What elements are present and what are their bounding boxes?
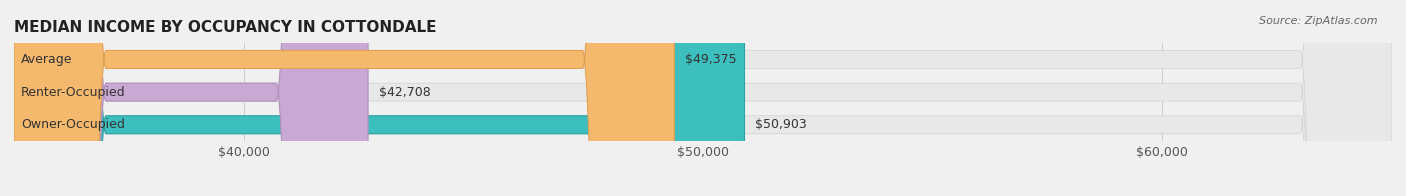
FancyBboxPatch shape [14, 0, 744, 196]
Text: $50,903: $50,903 [755, 118, 807, 131]
Text: $42,708: $42,708 [380, 86, 430, 99]
FancyBboxPatch shape [14, 0, 1392, 196]
Text: MEDIAN INCOME BY OCCUPANCY IN COTTONDALE: MEDIAN INCOME BY OCCUPANCY IN COTTONDALE [14, 20, 436, 35]
Text: Renter-Occupied: Renter-Occupied [21, 86, 125, 99]
Text: $49,375: $49,375 [685, 53, 737, 66]
FancyBboxPatch shape [14, 0, 675, 196]
Text: Average: Average [21, 53, 73, 66]
Text: Source: ZipAtlas.com: Source: ZipAtlas.com [1260, 16, 1378, 26]
FancyBboxPatch shape [14, 0, 1392, 196]
Text: Owner-Occupied: Owner-Occupied [21, 118, 125, 131]
FancyBboxPatch shape [14, 0, 1392, 196]
FancyBboxPatch shape [14, 0, 368, 196]
